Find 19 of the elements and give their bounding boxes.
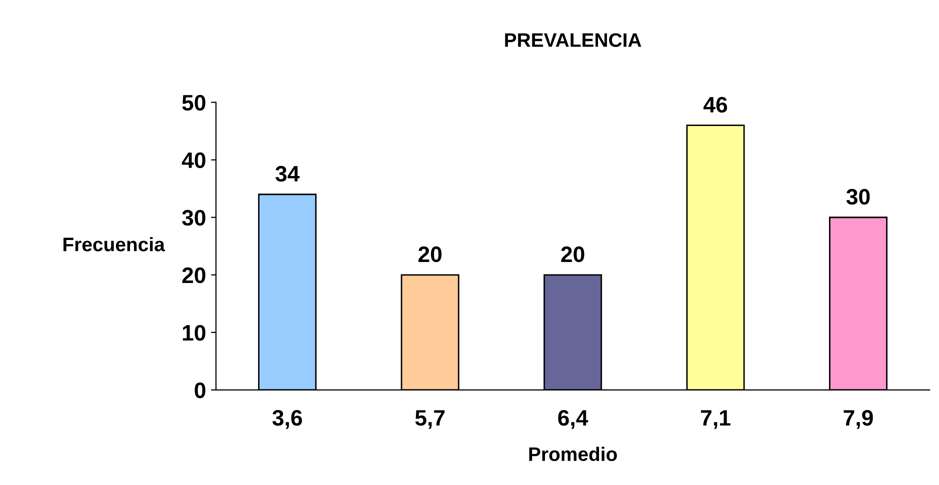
y-tick-label: 30 bbox=[182, 210, 206, 226]
data-label: 20 bbox=[418, 246, 442, 262]
x-tick-label: 7,9 bbox=[844, 410, 873, 429]
x-tick-label: 7,1 bbox=[701, 410, 730, 429]
x-axis-title: Promedio bbox=[529, 446, 617, 462]
data-label: 46 bbox=[703, 96, 728, 113]
y-tick-label: 0 bbox=[194, 382, 206, 398]
y-tick-label: 20 bbox=[182, 267, 206, 284]
data-label: 34 bbox=[275, 166, 300, 182]
y-tick-label: 50 bbox=[182, 94, 206, 111]
y-tick-label: 40 bbox=[182, 152, 206, 168]
x-tick-label: 5,7 bbox=[415, 410, 445, 429]
y-tick-label: 10 bbox=[182, 324, 206, 341]
data-label: 30 bbox=[846, 188, 870, 205]
y-axis-title: Frecuencia bbox=[64, 237, 165, 252]
x-tick-label: 3,6 bbox=[272, 410, 302, 429]
x-tick-label: 6,4 bbox=[558, 410, 588, 429]
chart-title: PREVALENCIA bbox=[505, 33, 642, 47]
data-label: 20 bbox=[561, 246, 584, 262]
